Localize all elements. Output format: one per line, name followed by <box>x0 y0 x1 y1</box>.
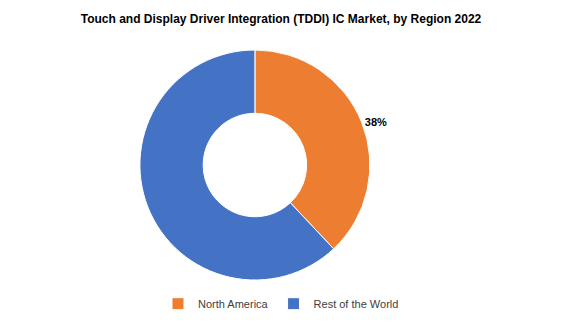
svg-text:North America: North America <box>198 298 269 310</box>
svg-text:38%: 38% <box>365 116 387 128</box>
svg-text:Touch and Display Driver Integ: Touch and Display Driver Integration (TD… <box>81 12 482 26</box>
svg-text:Rest of the World: Rest of the World <box>314 298 399 310</box>
